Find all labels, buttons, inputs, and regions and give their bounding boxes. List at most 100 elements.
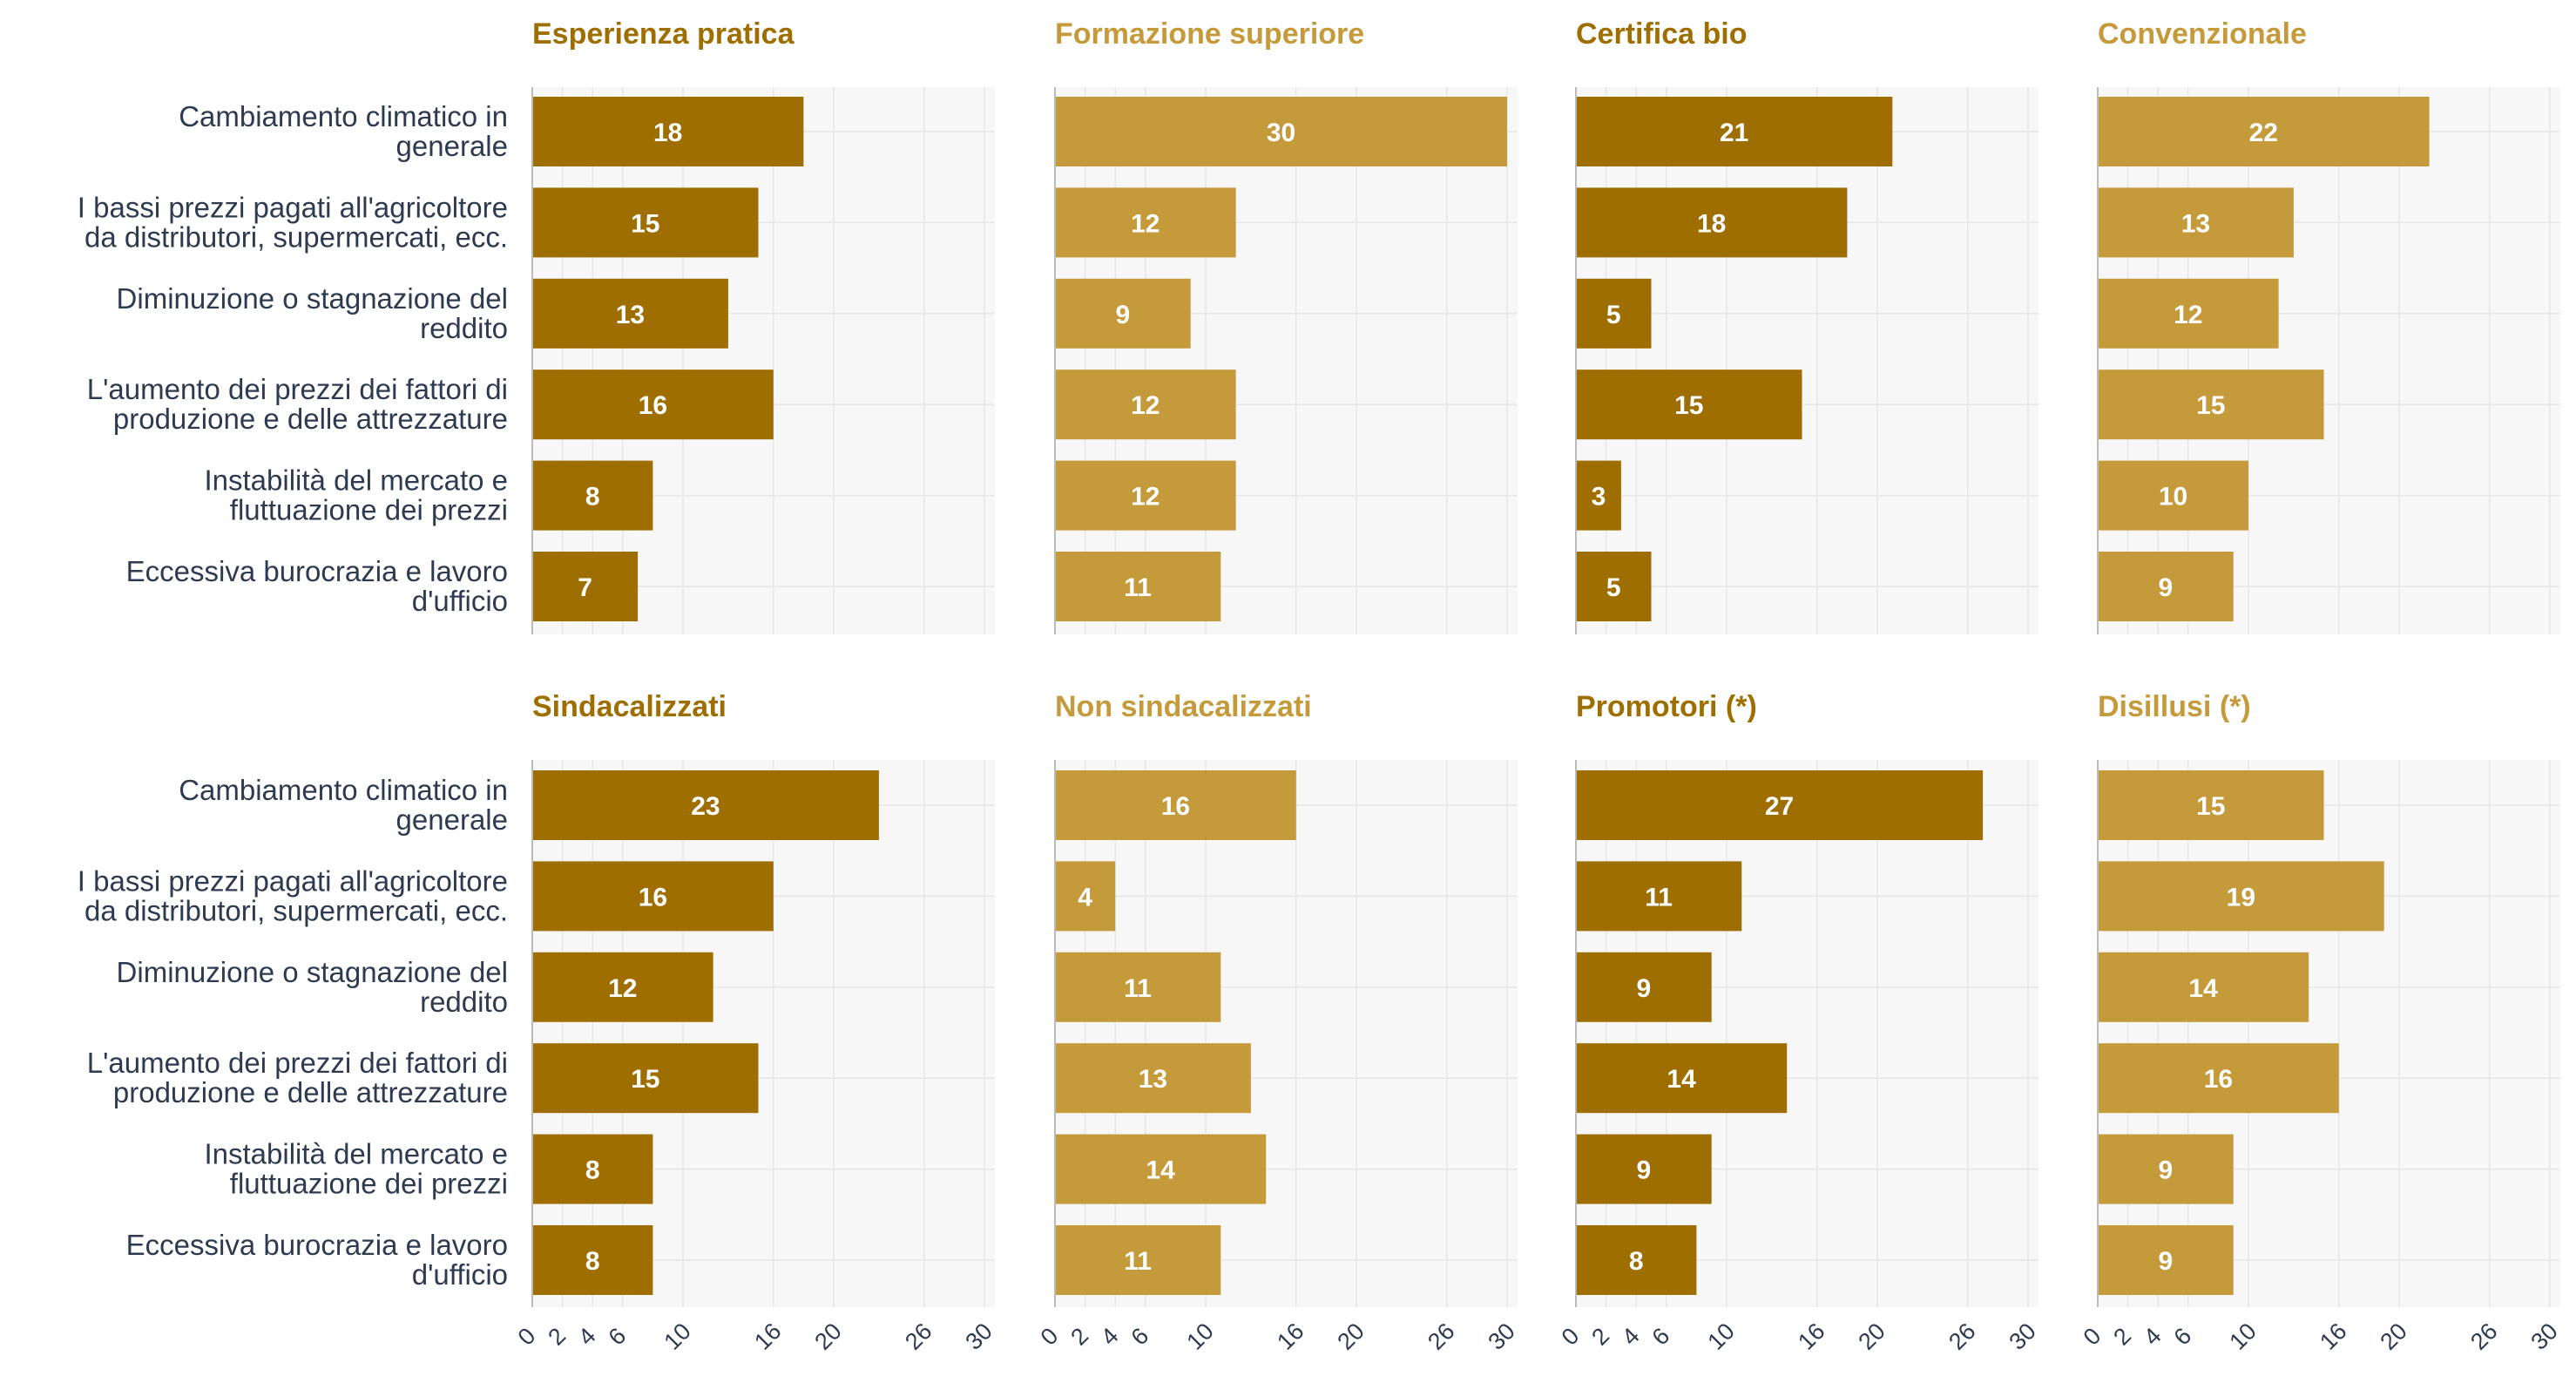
bar bbox=[2098, 97, 2430, 166]
bar bbox=[532, 552, 639, 621]
x-tick-label: 20 bbox=[1332, 1318, 1369, 1354]
x-tick-label: 30 bbox=[1483, 1318, 1519, 1354]
x-tick-label: 0 bbox=[513, 1323, 541, 1351]
bar-value-label: 15 bbox=[2196, 792, 2225, 821]
category-label-line: fluttuazione dei prezzi bbox=[230, 1168, 508, 1200]
bar bbox=[1055, 861, 1116, 932]
bar bbox=[532, 952, 713, 1022]
category-label: Cambiamento climatico in generale bbox=[179, 774, 508, 836]
panel-title: Certifica bio bbox=[1576, 17, 1747, 51]
x-tick-label: 4 bbox=[1096, 1323, 1124, 1351]
bar bbox=[1576, 1043, 1788, 1114]
bar-value-label: 30 bbox=[1267, 119, 1295, 147]
bar bbox=[1576, 1225, 1697, 1295]
bar bbox=[1055, 1134, 1267, 1204]
x-tick-label: 4 bbox=[1617, 1323, 1645, 1351]
category-label: Eccessiva burocrazia e lavoro d'ufficio bbox=[126, 1229, 508, 1291]
bar-value-label: 19 bbox=[2227, 883, 2255, 912]
bar-value-label: 8 bbox=[1629, 1247, 1644, 1276]
bar bbox=[532, 1225, 653, 1295]
bar bbox=[2098, 552, 2234, 621]
bar-value-label: 12 bbox=[608, 974, 637, 1003]
x-tick-label: 0 bbox=[2079, 1323, 2106, 1351]
bar bbox=[532, 861, 774, 932]
panel-background bbox=[2098, 760, 2560, 1307]
bar-value-label: 10 bbox=[2159, 483, 2187, 512]
bar bbox=[1576, 460, 1621, 531]
bar-value-label: 15 bbox=[631, 1065, 659, 1094]
category-label-line: L'aumento dei prezzi dei fattori di bbox=[87, 373, 508, 405]
category-label: L'aumento dei prezzi dei fattori di produ… bbox=[87, 373, 508, 435]
panel-background bbox=[1055, 87, 1518, 634]
category-label-line: reddito bbox=[420, 312, 508, 344]
category-label: Instabilità del mercato e fluttuazione de… bbox=[204, 1138, 508, 1200]
category-label-line: L'aumento dei prezzi dei fattori di bbox=[87, 1047, 508, 1079]
bar bbox=[1055, 770, 1296, 840]
category-label-line: da distributori, supermercati, ecc. bbox=[85, 894, 508, 926]
category-label-line: Instabilità del mercato e bbox=[204, 464, 508, 497]
bar-value-label: 15 bbox=[1674, 391, 1703, 420]
panel-title: Esperienza pratica bbox=[532, 17, 795, 51]
bar-value-label: 11 bbox=[1645, 883, 1673, 912]
category-label-line: Eccessiva burocrazia e lavoro bbox=[126, 555, 508, 587]
bar-value-label: 14 bbox=[1667, 1065, 1696, 1094]
bar-value-label: 5 bbox=[1606, 301, 1621, 329]
bar-value-label: 13 bbox=[2181, 209, 2210, 238]
panel-title: Sindacalizzati bbox=[532, 690, 727, 723]
x-tick-label: 10 bbox=[659, 1318, 695, 1354]
x-tick-label: 26 bbox=[900, 1318, 936, 1354]
panel-background bbox=[2098, 87, 2560, 634]
bar-value-label: 4 bbox=[1078, 883, 1092, 912]
bar-value-label: 14 bbox=[1146, 1156, 1175, 1185]
category-label-line: Instabilità del mercato e bbox=[204, 1138, 508, 1170]
category-label-line: Cambiamento climatico in bbox=[179, 100, 508, 132]
bar-value-label: 9 bbox=[2159, 1156, 2174, 1185]
bar bbox=[1576, 187, 1848, 258]
bar-value-label: 9 bbox=[1116, 301, 1131, 329]
x-tick-label: 26 bbox=[1423, 1318, 1459, 1354]
panel-title: Formazione superiore bbox=[1055, 17, 1364, 51]
category-label-line: da distributori, supermercati, ecc. bbox=[85, 220, 508, 253]
category-label-line: Cambiamento climatico in bbox=[179, 774, 508, 806]
bar bbox=[2098, 1134, 2234, 1204]
bar bbox=[1576, 97, 1893, 166]
bar-value-label: 13 bbox=[1139, 1065, 1167, 1094]
panel-title: Promotori (*) bbox=[1576, 690, 1757, 723]
category-label: Cambiamento climatico in generale bbox=[179, 100, 508, 162]
bar bbox=[1576, 1134, 1712, 1204]
bar-value-label: 18 bbox=[1697, 209, 1726, 238]
bar bbox=[1055, 952, 1221, 1022]
category-label: Diminuzione o stagnazione del reddito bbox=[117, 956, 508, 1018]
bar-value-label: 11 bbox=[1124, 974, 1152, 1003]
bar-value-label: 15 bbox=[631, 209, 659, 238]
bar-value-label: 8 bbox=[585, 1247, 600, 1276]
panel-7: Promotori (*) 27 11 9 14 9 8 0 2 4 6 10 16 20 26 30 bbox=[1557, 690, 2041, 1355]
panel-8: Disillusi (*) 15 19 14 16 9 9 0 2 4 6 10 16 20 26 30 bbox=[2079, 690, 2563, 1355]
category-label-line: fluttuazione dei prezzi bbox=[230, 494, 508, 526]
category-label: Eccessiva burocrazia e lavoro d'ufficio bbox=[126, 555, 508, 617]
category-label: L'aumento dei prezzi dei fattori di produ… bbox=[87, 1047, 508, 1108]
bar-value-label: 8 bbox=[585, 483, 600, 512]
category-label-line: produzione e delle attrezzature bbox=[113, 403, 508, 435]
x-tick-label: 10 bbox=[1702, 1318, 1739, 1354]
bar bbox=[1055, 187, 1236, 258]
bar-value-label: 13 bbox=[616, 301, 645, 329]
category-label-line: generale bbox=[396, 803, 508, 836]
panel-background bbox=[1055, 760, 1518, 1307]
category-label-line: produzione e delle attrezzature bbox=[113, 1076, 508, 1108]
x-tick-label: 10 bbox=[2224, 1318, 2261, 1354]
category-label-line: d'ufficio bbox=[412, 1258, 508, 1291]
bar bbox=[1576, 770, 1984, 840]
x-tick-label: 16 bbox=[1793, 1318, 1829, 1354]
x-tick-label: 6 bbox=[604, 1323, 632, 1351]
bar-value-label: 12 bbox=[1131, 391, 1160, 420]
bar bbox=[2098, 1043, 2339, 1114]
bar bbox=[2098, 460, 2248, 531]
x-tick-label: 2 bbox=[1586, 1323, 1614, 1351]
bar bbox=[1055, 552, 1221, 621]
panel-1: Esperienza pratica 18 15 13 16 8 7 bbox=[531, 17, 995, 634]
x-tick-label: 30 bbox=[2004, 1318, 2040, 1354]
category-label-line: Eccessiva burocrazia e lavoro bbox=[126, 1229, 508, 1261]
bar bbox=[1055, 278, 1191, 349]
bar-value-label: 18 bbox=[653, 119, 682, 147]
